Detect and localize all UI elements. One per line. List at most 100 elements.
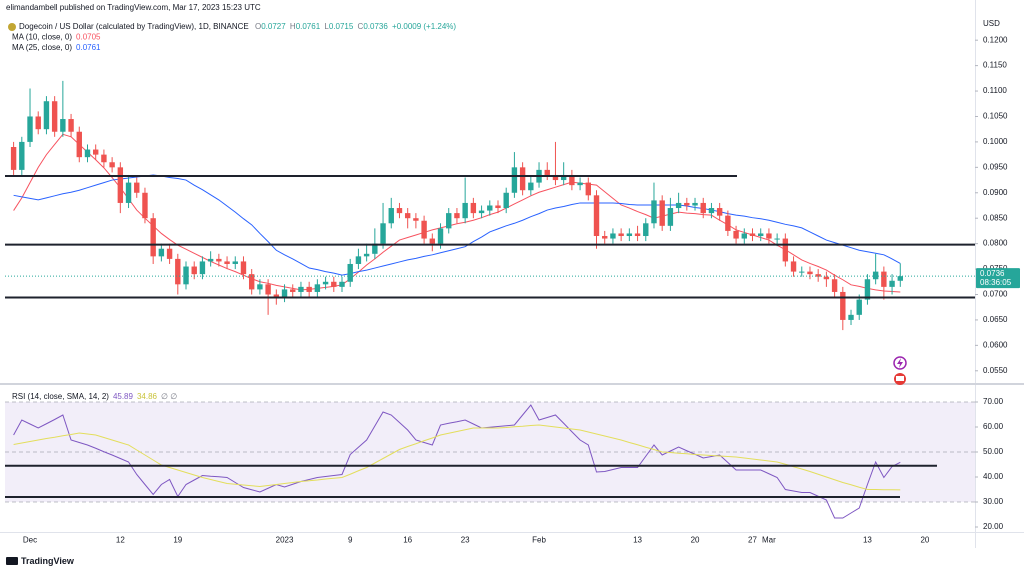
footer-logo[interactable]: TradingView: [6, 556, 75, 566]
y-tick-label: 0.1000: [983, 137, 1008, 146]
y-tick-label: 0.0600: [983, 340, 1008, 349]
candle-body: [232, 261, 238, 264]
candle-body: [626, 233, 633, 237]
candle-body: [43, 101, 50, 130]
candle-body: [602, 236, 608, 239]
last-price-label: 0.0736: [980, 269, 1005, 278]
candle-body: [831, 279, 838, 292]
candle-body: [290, 289, 296, 292]
y-tick-label: 60.00: [983, 422, 1004, 431]
x-tick-label: 13: [633, 536, 642, 545]
candle-body: [716, 208, 723, 216]
x-tick-label: 9: [348, 536, 353, 545]
candle-body: [807, 271, 813, 275]
x-tick-label: 16: [403, 536, 412, 545]
candle-body: [355, 256, 362, 264]
candle-body: [593, 195, 600, 237]
candle-body: [166, 248, 173, 259]
candle-body: [782, 238, 789, 262]
x-tick-label: Dec: [23, 536, 37, 545]
rsi-value: 45.89: [113, 392, 134, 401]
candle-body: [388, 208, 394, 224]
candle-body: [872, 271, 879, 280]
candle-body: [667, 208, 674, 226]
candle-body: [766, 233, 772, 239]
candle-body: [470, 202, 477, 214]
background-layer: [5, 401, 975, 503]
candle-body: [380, 223, 386, 244]
x-tick-label: 2023: [276, 536, 294, 545]
candle-body: [314, 284, 321, 292]
candle-body: [248, 274, 255, 290]
candle-body: [848, 314, 854, 320]
candle-body: [10, 146, 17, 170]
candle-body: [331, 281, 337, 287]
candle-body: [446, 213, 452, 229]
candle-body: [528, 182, 534, 191]
currency-label: USD: [983, 19, 1000, 28]
candle-body: [413, 218, 419, 221]
candle-body: [618, 233, 624, 237]
ohlc-value: 0.0727: [261, 22, 286, 31]
candle-body: [84, 149, 91, 158]
x-tick-label: 20: [920, 536, 929, 545]
y-tick-label: 0.0900: [983, 188, 1008, 197]
rsi-title: RSI (14, close, SMA, 14, 2): [12, 392, 109, 401]
candle-body: [207, 258, 214, 262]
ma-name: MA (25, close, 0): [12, 43, 72, 52]
candle-body: [864, 279, 871, 300]
candle-body: [610, 233, 616, 239]
ohlc-label: L: [324, 22, 329, 31]
candle-body: [51, 101, 58, 132]
candle-body: [298, 286, 304, 292]
candle-body: [60, 119, 66, 132]
symbol-title: Dogecoin / US Dollar (calculated by Trad…: [19, 22, 249, 31]
candle-body: [487, 205, 493, 211]
y-tick-label: 30.00: [983, 497, 1004, 506]
ma-value: 0.0761: [76, 43, 101, 52]
candle-body: [183, 266, 189, 285]
candle-body: [199, 261, 206, 275]
candle-body: [643, 223, 649, 237]
candle-body: [404, 213, 411, 219]
indicator-line: [13, 404, 901, 519]
candle-body: [585, 182, 591, 196]
y-tick-label: 0.0950: [983, 162, 1008, 171]
y-tick-label: 20.00: [983, 522, 1004, 531]
candle-body: [191, 266, 197, 275]
candle-body: [749, 233, 756, 237]
candle-body: [454, 213, 460, 219]
candle-body: [68, 119, 74, 132]
candle-body: [733, 230, 739, 239]
y-tick-label: 0.1050: [983, 112, 1008, 121]
y-tick-label: 70.00: [983, 397, 1004, 406]
candle-body: [462, 202, 468, 219]
candle-body: [725, 215, 731, 231]
candle-body: [790, 261, 797, 272]
ohlc-label: C: [358, 22, 364, 31]
candle-body: [889, 280, 895, 287]
candle-body: [216, 258, 222, 262]
candle-body: [224, 261, 230, 264]
symbol-icon: [8, 23, 16, 31]
candle-body: [257, 284, 263, 290]
candle-body: [856, 299, 862, 315]
candle-body: [150, 218, 156, 257]
candle-body: [799, 271, 805, 273]
x-tick-label: Mar: [762, 536, 776, 545]
candle-body: [552, 174, 559, 181]
candle-body: [708, 208, 715, 214]
candle-body: [692, 202, 698, 206]
x-tick-label: 19: [173, 536, 182, 545]
candle-body: [815, 274, 821, 277]
candle-body: [281, 289, 288, 298]
candle-body: [478, 210, 485, 214]
candle-body: [396, 208, 403, 214]
candle-body: [273, 294, 280, 298]
ma-legend: MA (10, close, 0) 0.0705: [12, 33, 101, 42]
author-line: elimandambell published on TradingView.c…: [6, 3, 261, 12]
candle-body: [142, 192, 148, 219]
candle-body: [372, 243, 378, 254]
y-tick-label: 0.1200: [983, 35, 1008, 44]
candle-body: [363, 253, 370, 257]
